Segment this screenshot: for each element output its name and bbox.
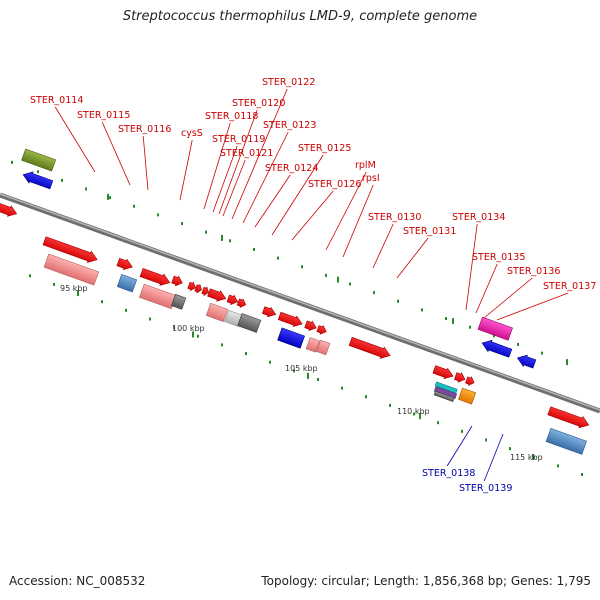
leader-line xyxy=(446,425,473,467)
gene-block xyxy=(139,283,177,310)
gene-label: STER_0116 xyxy=(118,124,171,135)
leader-line xyxy=(465,223,478,311)
leader-line xyxy=(483,277,533,319)
leader-line xyxy=(483,433,504,482)
genome-backbone-highlight xyxy=(0,193,600,411)
gene-arrow xyxy=(139,268,171,286)
leader-line xyxy=(54,106,96,173)
leader-line xyxy=(291,190,334,241)
gene-arrow xyxy=(432,365,454,380)
gene-reverse xyxy=(22,171,54,190)
gene-block xyxy=(316,339,331,356)
gene-label: STER_0115 xyxy=(77,110,130,121)
gene-block xyxy=(545,427,587,455)
scale-label: 110 kbp xyxy=(397,407,430,416)
gene-arrow xyxy=(226,294,239,306)
leader-line xyxy=(242,131,289,224)
gene-label: rplM xyxy=(355,160,376,171)
gene-block xyxy=(237,313,262,333)
scale-label: 100 kbp xyxy=(172,324,205,333)
leader-line xyxy=(496,292,569,321)
gene-block xyxy=(434,381,458,394)
gene-label: STER_0138 xyxy=(422,468,475,479)
scale-label: 115 kbp xyxy=(510,453,543,462)
gene-block xyxy=(224,309,243,327)
gene-arrow xyxy=(207,288,227,302)
leader-line xyxy=(396,237,429,279)
gene-block xyxy=(305,337,320,353)
gene-arrow xyxy=(261,306,277,318)
gene-block xyxy=(433,386,458,400)
gene-label: STER_0125 xyxy=(298,143,351,154)
gene-reverse xyxy=(477,316,513,341)
gene-block xyxy=(433,390,455,403)
gene-label: STER_0126 xyxy=(308,179,361,190)
gene-label: STER_0131 xyxy=(403,226,456,237)
leader-line xyxy=(325,171,367,251)
leader-line xyxy=(231,88,288,220)
gene-block xyxy=(171,293,187,310)
gene-label: cysS xyxy=(181,128,203,139)
leader-line xyxy=(203,122,231,210)
gene-arrow xyxy=(187,281,196,292)
gene-arrow xyxy=(465,376,475,387)
gene-label: rpsI xyxy=(362,173,380,184)
leader-line xyxy=(101,121,131,186)
leader-line xyxy=(342,184,374,258)
leader-line xyxy=(271,154,324,236)
leader-line xyxy=(212,145,238,213)
gene-arrow xyxy=(201,286,209,297)
gene-arrow xyxy=(304,320,317,332)
gene-arrow xyxy=(453,372,466,383)
gene-label: STER_0139 xyxy=(459,483,512,494)
scale-label: 95 kbp xyxy=(60,284,88,293)
gene-label: STER_0124 xyxy=(265,163,318,174)
gene-arrow xyxy=(194,283,202,294)
gene-reverse xyxy=(21,148,57,172)
leader-line xyxy=(142,135,149,191)
gene-label: STER_0122 xyxy=(262,77,315,88)
leader-line xyxy=(372,223,394,269)
gene-label: STER_0121 xyxy=(220,148,273,159)
gene-arrow xyxy=(236,298,247,309)
gene-arrow xyxy=(171,275,183,287)
accession-text: Accession: NC_008532 xyxy=(9,574,146,588)
scale-label: 105 kbp xyxy=(285,364,318,373)
map-title: Streptococcus thermophilus LMD-9, comple… xyxy=(122,9,478,24)
gene-label: STER_0136 xyxy=(507,266,560,277)
gene-label: STER_0137 xyxy=(543,281,596,292)
gene-block xyxy=(277,327,305,349)
genome-backbone xyxy=(0,192,600,414)
gene-reverse xyxy=(481,339,513,358)
leader-line xyxy=(222,159,246,217)
gene-arrow xyxy=(277,311,303,327)
gene-arrow xyxy=(348,336,391,359)
gene-label: STER_0114 xyxy=(30,95,83,106)
leader-line xyxy=(179,139,193,201)
gene-arrow xyxy=(547,406,590,429)
gene-block xyxy=(43,253,100,286)
gene-block xyxy=(458,387,477,405)
leader-line xyxy=(218,109,258,215)
gene-arrow xyxy=(0,202,18,217)
gene-arrow xyxy=(42,236,98,264)
gene-block xyxy=(116,274,138,293)
gene-arrow xyxy=(316,324,327,335)
gene-block xyxy=(205,302,228,322)
gene-label: STER_0134 xyxy=(452,212,505,223)
gene-label: STER_0130 xyxy=(368,212,421,223)
leader-line xyxy=(475,263,498,314)
gene-arrow xyxy=(116,257,133,271)
gene-label: STER_0135 xyxy=(472,252,525,263)
gene-label: STER_0123 xyxy=(263,120,316,131)
gene-label: STER_0120 xyxy=(232,98,285,109)
leader-line xyxy=(254,174,291,228)
gene-label: STER_0119 xyxy=(212,134,265,145)
gene-label: STER_0118 xyxy=(205,111,258,122)
topology-summary: Topology: circular; Length: 1,856,368 bp… xyxy=(261,574,591,588)
gene-reverse xyxy=(516,354,537,369)
